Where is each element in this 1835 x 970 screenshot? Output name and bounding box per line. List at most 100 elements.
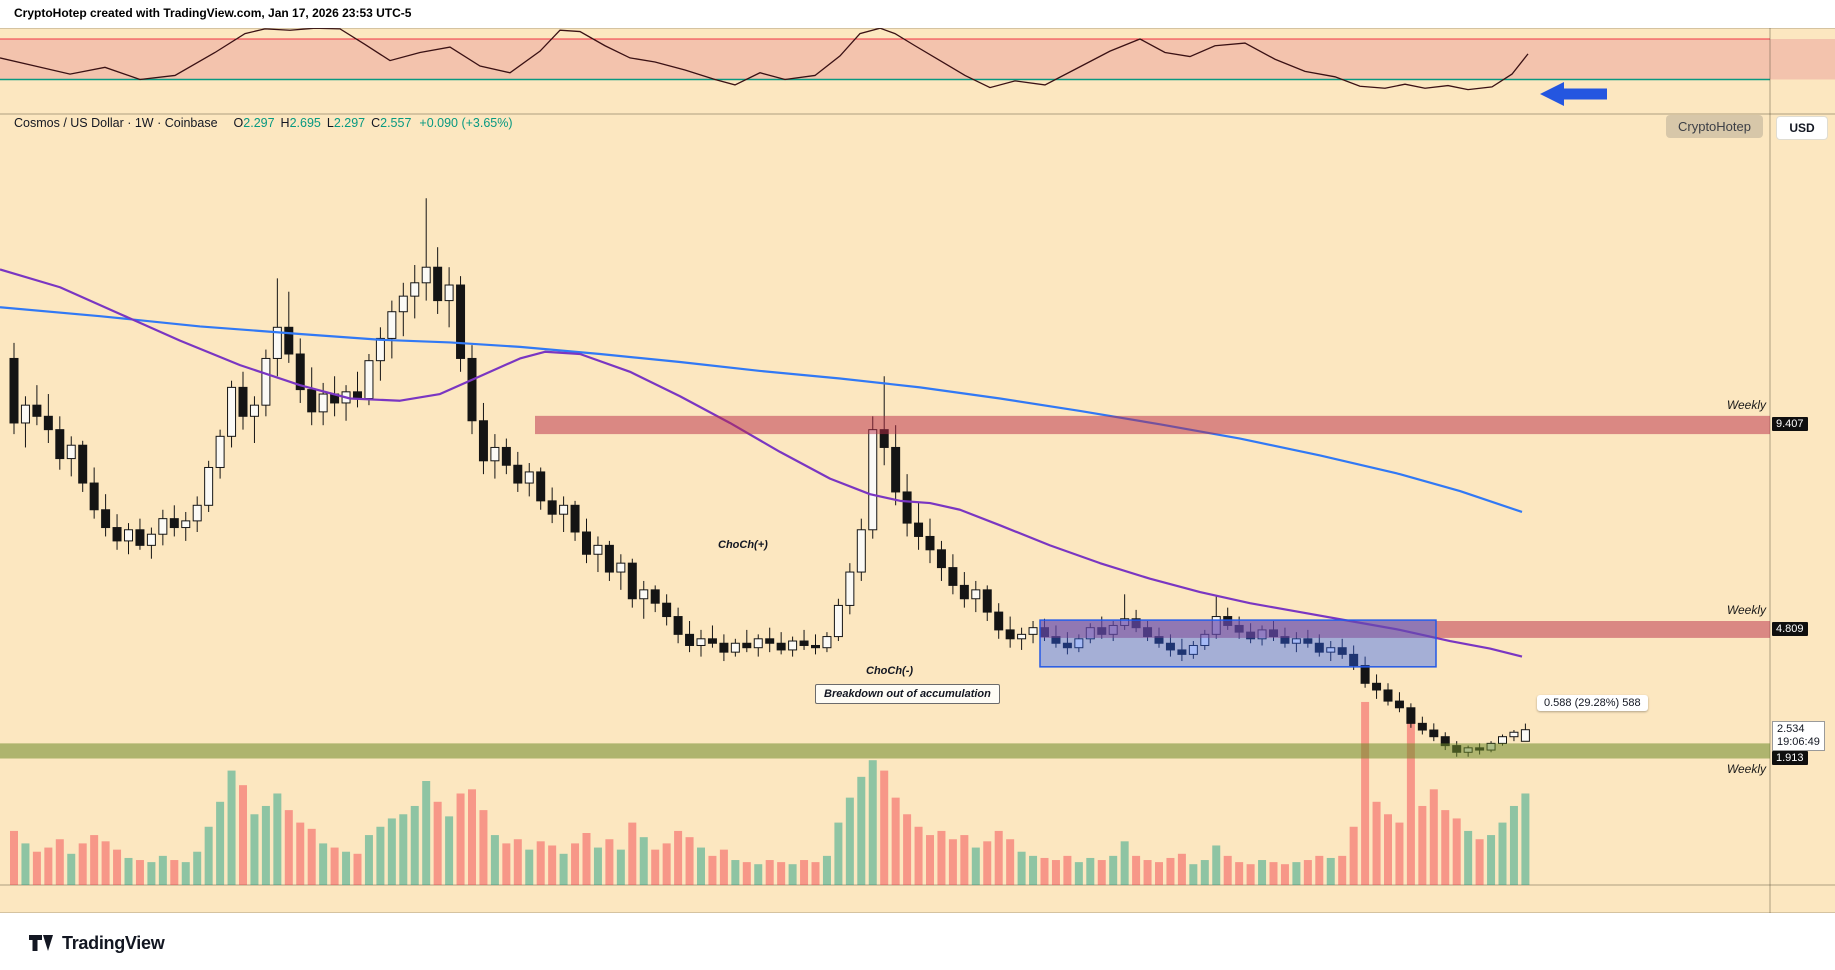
zone-weekly-resistance-9.407[interactable] bbox=[535, 415, 1770, 435]
candle-body bbox=[364, 360, 374, 399]
candle-body bbox=[272, 326, 282, 359]
volume-bar bbox=[261, 805, 270, 885]
volume-bar bbox=[1097, 860, 1106, 885]
candle-body bbox=[318, 393, 328, 413]
low-value: 2.297 bbox=[333, 116, 366, 130]
candle-body bbox=[1406, 707, 1416, 724]
volume-bar bbox=[158, 855, 167, 885]
candle-body bbox=[616, 562, 626, 573]
candle-body bbox=[124, 529, 133, 542]
volume-bar bbox=[307, 828, 316, 885]
blue-arrow-drawing[interactable] bbox=[1540, 82, 1607, 106]
candle-body bbox=[559, 504, 569, 515]
volume-bar bbox=[1326, 857, 1335, 885]
tradingview-logo-link[interactable]: TradingView bbox=[28, 931, 165, 955]
zone-weekly-support-1.913[interactable] bbox=[0, 743, 1770, 759]
volume-bar bbox=[181, 862, 190, 885]
choch-plus-annotation[interactable]: ChoCh(+) bbox=[718, 539, 768, 551]
high-value: 2.695 bbox=[289, 116, 321, 130]
volume-bar bbox=[21, 843, 30, 885]
volume-bar bbox=[971, 847, 980, 885]
breakdown-callout[interactable]: Breakdown out of accumulation bbox=[815, 684, 1000, 704]
volume-bar bbox=[513, 839, 522, 885]
volume-bar bbox=[1269, 862, 1278, 885]
candle-body bbox=[845, 571, 855, 606]
volume-bar bbox=[124, 857, 133, 885]
candle-body bbox=[776, 642, 786, 651]
choch-minus-annotation[interactable]: ChoCh(-) bbox=[862, 665, 918, 677]
volume-bar bbox=[1258, 860, 1267, 885]
volume-bar bbox=[32, 851, 41, 885]
weekly-zone-label-2: Weekly bbox=[1726, 603, 1766, 617]
volume-bar bbox=[1498, 822, 1507, 885]
symbol-info-row: Cosmos / US Dollar · 1W · Coinbase O2.297… bbox=[14, 116, 513, 130]
volume-bar bbox=[857, 776, 866, 885]
candle-body bbox=[925, 535, 935, 551]
candle-body bbox=[662, 602, 672, 618]
chart-background bbox=[0, 28, 1835, 913]
candle-body bbox=[765, 638, 775, 644]
candle-body bbox=[1062, 642, 1072, 649]
candle-body bbox=[719, 642, 729, 653]
watermark-badge: CryptoHotep bbox=[1666, 115, 1763, 138]
symbol-title[interactable]: Cosmos / US Dollar · 1W · Coinbase bbox=[14, 116, 218, 130]
candle-body bbox=[135, 529, 145, 546]
candle-body bbox=[227, 386, 237, 437]
candle-body bbox=[421, 266, 431, 284]
volume-bar bbox=[502, 843, 511, 885]
volume-bar bbox=[67, 853, 76, 885]
volume-bar bbox=[754, 864, 763, 885]
volume-bar bbox=[1475, 839, 1484, 885]
volume-bar bbox=[765, 860, 774, 885]
candle-body bbox=[181, 520, 191, 529]
volume-bar bbox=[1521, 793, 1530, 885]
volume-bar bbox=[1246, 864, 1255, 885]
volume-bar bbox=[101, 841, 110, 885]
oscillator-line bbox=[0, 27, 1529, 91]
volume-bar bbox=[1452, 818, 1461, 885]
candle-body bbox=[639, 589, 649, 600]
candle-body bbox=[1429, 729, 1439, 738]
volume-bar bbox=[1212, 845, 1221, 885]
volume-bar bbox=[364, 835, 373, 885]
volume-bar bbox=[559, 853, 568, 885]
volume-bar bbox=[674, 830, 683, 885]
candle-body bbox=[158, 518, 168, 535]
volume-bar bbox=[1109, 855, 1118, 885]
volume-bar bbox=[937, 830, 946, 885]
candle-body bbox=[1349, 653, 1359, 666]
volume-bar bbox=[468, 789, 476, 885]
price-level-badge-1913: 1.913 bbox=[1772, 751, 1808, 765]
time-scale[interactable] bbox=[0, 885, 1835, 913]
volume-bar bbox=[78, 843, 87, 885]
volume-bar bbox=[845, 797, 854, 885]
candle-body bbox=[169, 518, 179, 529]
candle-body bbox=[101, 509, 111, 529]
volume-bar bbox=[1155, 862, 1163, 885]
candle-body bbox=[685, 633, 695, 646]
close-value: 2.557 bbox=[380, 116, 412, 130]
accumulation-box-drawing[interactable] bbox=[1039, 619, 1437, 668]
volume-bar bbox=[1441, 810, 1450, 885]
candle-body bbox=[433, 266, 443, 302]
low-label: L bbox=[326, 116, 334, 130]
candle-body bbox=[146, 533, 156, 546]
candle-body bbox=[696, 638, 706, 646]
candle-body bbox=[1005, 629, 1015, 640]
volume-bar bbox=[90, 835, 99, 885]
volume-bar bbox=[433, 801, 442, 885]
currency-usd-button[interactable]: USD bbox=[1776, 116, 1828, 140]
candle-body bbox=[914, 522, 924, 537]
volume-bar bbox=[170, 860, 179, 885]
candles-series bbox=[9, 198, 1530, 757]
volume-bar bbox=[135, 860, 144, 885]
volume-bar bbox=[410, 805, 419, 885]
volume-series bbox=[10, 701, 1530, 885]
candle-body bbox=[43, 415, 53, 431]
zone-weekly-resistance-4.809[interactable] bbox=[1040, 621, 1770, 638]
candle-body bbox=[284, 326, 294, 355]
volume-bar bbox=[628, 822, 637, 885]
volume-bar bbox=[1189, 864, 1198, 885]
